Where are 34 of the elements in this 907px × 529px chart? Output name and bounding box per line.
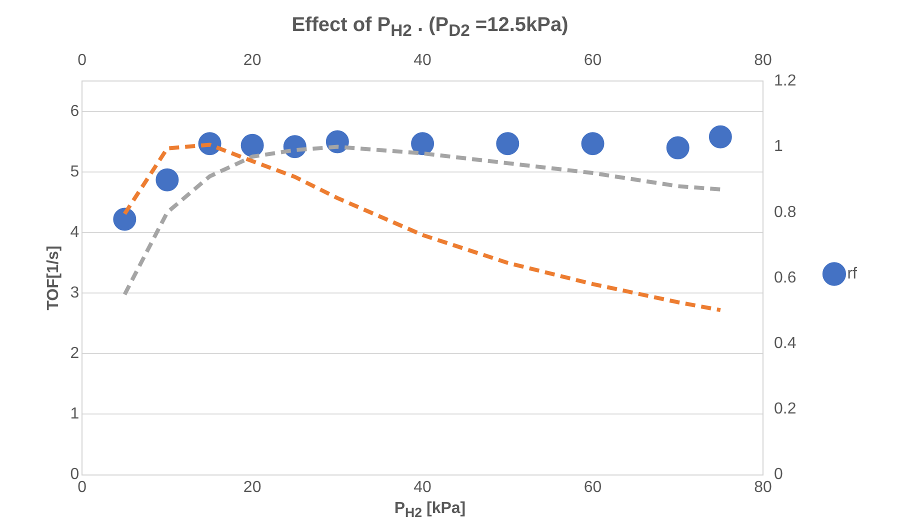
point bbox=[496, 132, 520, 156]
x-axis-title: P$_{H2}$ [kPa] bbox=[393, 500, 467, 520]
y2-tick-label: 0.4 bbox=[774, 335, 796, 352]
y2-tick-label: 1.2 bbox=[774, 72, 796, 90]
x-tick-label: 60 bbox=[584, 478, 602, 496]
legend-label: rf bbox=[847, 265, 858, 282]
y2-tick-label: 0.6 bbox=[774, 269, 796, 286]
x-tick-label: 20 bbox=[243, 478, 262, 496]
y-tick-label: 4 bbox=[70, 224, 80, 241]
y-tick-label: 0 bbox=[70, 466, 80, 484]
y-tick-label: 2 bbox=[70, 345, 80, 362]
y2-tick-label: 0.2 bbox=[774, 400, 796, 418]
y-tick-label: 1 bbox=[70, 406, 80, 423]
x2-tick-label: 80 bbox=[754, 52, 772, 70]
y-axis-title: TOF[1/s] bbox=[45, 246, 62, 310]
x2-tick-label: 60 bbox=[584, 52, 602, 70]
x-tick-label: 80 bbox=[754, 478, 772, 496]
point bbox=[240, 134, 264, 157]
x-tick-label: 40 bbox=[414, 478, 432, 496]
y2-tick-label: 1 bbox=[774, 138, 783, 156]
chart-title: Effect of P$_{H2}$ . (P$_{D2}$ =12.5kPa) bbox=[290, 14, 570, 41]
point bbox=[113, 208, 136, 231]
point bbox=[708, 125, 732, 148]
point bbox=[156, 168, 179, 192]
x2-tick-label: 20 bbox=[243, 52, 262, 70]
y2-tick-label: 0 bbox=[774, 466, 783, 484]
y-tick-label: 5 bbox=[70, 163, 80, 180]
x2-tick-label: 40 bbox=[414, 52, 432, 70]
y2-tick-label: 0.8 bbox=[774, 204, 796, 221]
point bbox=[666, 136, 690, 160]
y-tick-label: 3 bbox=[70, 284, 80, 302]
point bbox=[581, 132, 604, 156]
y-tick-label: 6 bbox=[70, 102, 80, 120]
point bbox=[411, 132, 434, 156]
